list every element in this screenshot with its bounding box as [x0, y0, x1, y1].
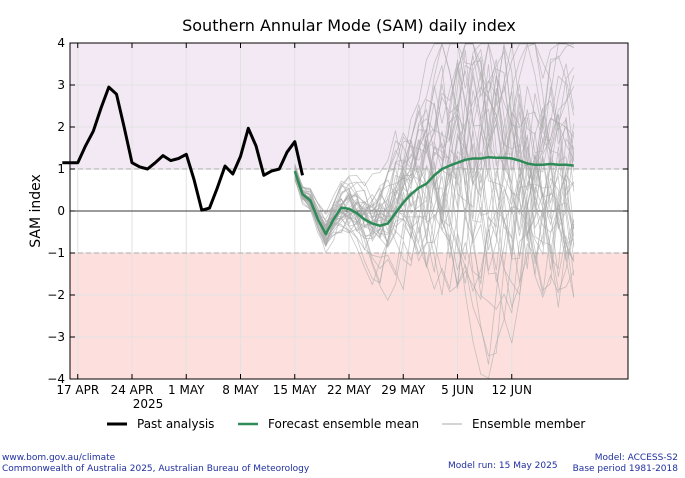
y-tick-labels: 4 3 2 1 0 −1 −2 −3 −4 — [47, 36, 628, 386]
ensemble-member-line — [294, 62, 575, 260]
y-tick-label: −2 — [47, 288, 65, 302]
legend-past-analysis: Past analysis — [107, 417, 214, 431]
ensemble-member-line — [294, 43, 575, 296]
x-tick-label: 22 MAY — [327, 383, 372, 397]
ensemble-member-line — [294, 43, 574, 245]
footer-model-run: Model run: 15 May 2025 — [448, 461, 558, 471]
ensemble-member-line — [294, 85, 575, 302]
forecast-mean-line — [293, 155, 574, 236]
x-tick-label: 5 JUN — [441, 383, 474, 397]
footer-right: Model: ACCESS-S2 Base period 1981-2018 — [573, 453, 678, 475]
legend-label: Past analysis — [137, 417, 214, 431]
ensemble-member-line — [294, 78, 575, 251]
ensemble-member-line — [294, 156, 575, 379]
x-tick-label: 15 MAY — [273, 383, 318, 397]
x-tick-labels: 17 APR 24 APR 1 MAY 8 MAY 15 MAY 22 MAY 29 MAY… — [56, 43, 532, 397]
y-tick-label: 4 — [57, 36, 65, 50]
x-tick-label: 29 MAY — [381, 383, 426, 397]
footer-url: www.bom.gov.au/climate — [2, 453, 116, 463]
y-tick-label: 0 — [57, 204, 65, 218]
footer-base-period: Base period 1981-2018 — [572, 464, 678, 474]
footer-left: www.bom.gov.au/climate Commonwealth of A… — [2, 453, 309, 475]
legend-ensemble-member: Ensemble member — [442, 417, 585, 431]
x-tick-label: 1 MAY — [168, 383, 205, 397]
ensemble-member-line — [294, 111, 575, 272]
ensemble-members — [294, 43, 575, 379]
y-tick-label: −1 — [47, 246, 65, 260]
footer-copyright: Commonwealth of Australia 2025, Australi… — [2, 464, 310, 474]
y-tick-label: 3 — [57, 78, 65, 92]
chart-title: Southern Annular Mode (SAM) daily index — [182, 16, 516, 35]
y-tick-label: 2 — [57, 120, 65, 134]
ensemble-member-line — [294, 43, 575, 276]
ensemble-member-line — [294, 114, 575, 293]
ensemble-member-line — [294, 67, 575, 246]
legend-label: Ensemble member — [472, 417, 585, 431]
ensemble-member-line — [294, 75, 575, 233]
x-tick-label: 24 APR — [111, 383, 154, 397]
footer-model: Model: ACCESS-S2 — [594, 453, 678, 463]
ensemble-member-line — [294, 55, 575, 247]
x-tick-label: 12 JUN — [492, 383, 532, 397]
y-axis-label: SAM index — [28, 174, 44, 248]
legend-label: Forecast ensemble mean — [268, 417, 419, 431]
x-tick-label: 8 MAY — [222, 383, 259, 397]
x-tick-label: 17 APR — [56, 383, 99, 397]
past-analysis-line — [62, 85, 304, 212]
y-tick-label: 1 — [57, 162, 65, 176]
main-lines — [62, 85, 574, 236]
y-tick-label: −4 — [47, 372, 65, 386]
legend: Past analysis Forecast ensemble mean Ensem… — [107, 417, 585, 431]
ensemble-member-line — [294, 63, 575, 283]
y-tick-label: −3 — [47, 330, 65, 344]
year-label: 2025 — [133, 397, 164, 411]
legend-forecast-mean: Forecast ensemble mean — [238, 417, 419, 431]
